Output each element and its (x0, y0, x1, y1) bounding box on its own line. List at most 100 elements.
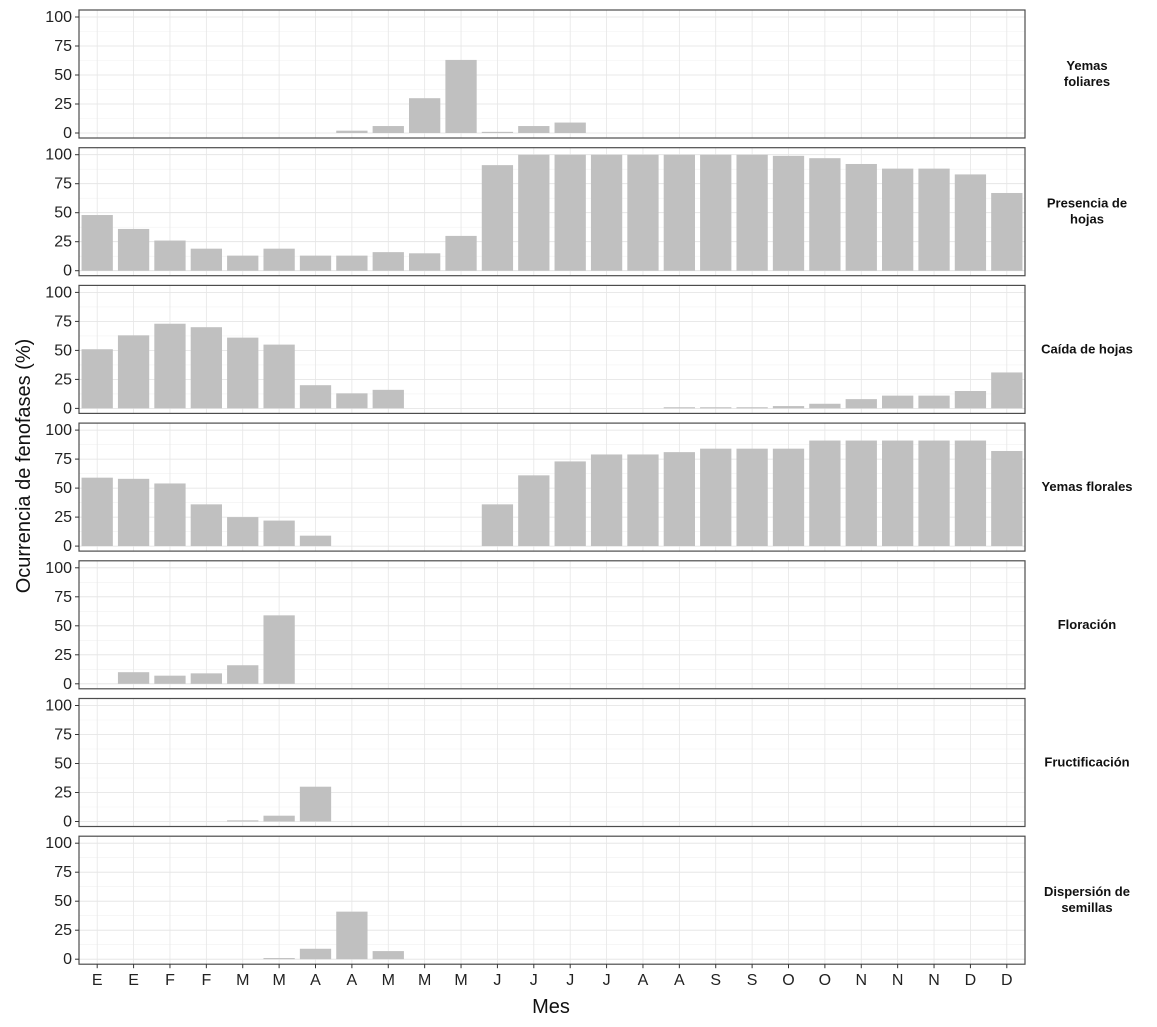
facet-label: Caída de hojas (1041, 341, 1133, 356)
bar (845, 163, 877, 271)
facet-panel: 0 25 50 75 100 Yemas florales (45, 422, 1132, 555)
y-tick-label: 0 (63, 125, 72, 142)
y-tick-label: 25 (54, 647, 72, 664)
bar (518, 475, 550, 547)
y-tick-label: 75 (54, 864, 72, 881)
y-tick-label: 25 (54, 96, 72, 113)
bar (590, 454, 623, 547)
bar (409, 98, 441, 133)
x-tick-label: D (965, 972, 977, 989)
bar (772, 448, 805, 547)
panel-border (78, 147, 1026, 277)
bar (700, 407, 732, 409)
facet-label: Yemas foliares (1064, 58, 1110, 89)
bar (627, 454, 659, 547)
y-tick-label: 75 (54, 38, 72, 55)
bar (190, 327, 222, 409)
y-tick-label: 0 (63, 538, 72, 555)
facet-panel: 0 25 50 75 100 Dispersión de semillas (45, 835, 1130, 968)
bar (299, 948, 332, 960)
facet-label: Presencia de hojas (1047, 196, 1127, 227)
bar (481, 504, 514, 547)
bar (554, 461, 586, 547)
x-tick-label: J (530, 972, 538, 989)
y-tick-label: 75 (54, 176, 72, 193)
bar (809, 158, 841, 271)
bar (663, 407, 695, 409)
bar (263, 344, 295, 409)
bar (227, 337, 259, 409)
bar (190, 673, 222, 684)
bar (154, 675, 186, 684)
bar (336, 911, 368, 960)
bar (227, 820, 259, 822)
y-tick-label: 75 (54, 451, 72, 468)
x-tick-label: M (454, 972, 467, 989)
bar (954, 440, 987, 547)
x-tick-label: A (310, 972, 321, 989)
bar (736, 448, 768, 547)
y-tick-label: 100 (45, 835, 72, 852)
bar (190, 504, 222, 547)
bar (590, 154, 623, 271)
bar (772, 155, 805, 271)
bar (299, 535, 332, 547)
y-tick-label: 0 (63, 263, 72, 280)
x-tick-label: M (382, 972, 395, 989)
bar (227, 665, 259, 684)
bar (554, 122, 586, 133)
x-tick-label: N (928, 972, 940, 989)
x-tick-label: O (782, 972, 794, 989)
bar (299, 255, 332, 271)
facet-label: Yemas florales (1041, 479, 1132, 494)
y-tick-label: 50 (54, 480, 72, 497)
y-tick-label: 50 (54, 342, 72, 359)
x-tick-label: J (493, 972, 501, 989)
bar (117, 478, 150, 547)
bar (991, 450, 1023, 547)
y-tick-label: 100 (45, 698, 72, 715)
y-tick-label: 0 (63, 676, 72, 693)
bar (663, 452, 695, 547)
bar (154, 483, 186, 547)
panel-border (78, 422, 1026, 552)
panel-border (78, 9, 1026, 139)
y-axis-title: Ocurrencia de fenofases (%) (13, 339, 35, 594)
bar (372, 126, 404, 133)
bar (554, 154, 586, 271)
x-tick-label: N (892, 972, 904, 989)
x-tick-label: J (603, 972, 611, 989)
bar (882, 395, 914, 409)
bar (518, 154, 550, 271)
bar (336, 255, 368, 271)
bar (263, 615, 295, 684)
y-tick-label: 25 (54, 371, 72, 388)
y-tick-label: 25 (54, 509, 72, 526)
bar (772, 406, 805, 409)
x-tick-label: M (236, 972, 249, 989)
bar (372, 389, 404, 409)
y-tick-label: 100 (45, 9, 72, 26)
facet-panel: 0 25 50 75 100 Fructificación (45, 698, 1129, 831)
x-tick-label: E (92, 972, 103, 989)
bar (736, 407, 768, 409)
y-tick-label: 25 (54, 234, 72, 251)
bar (991, 372, 1023, 409)
y-tick-label: 25 (54, 785, 72, 802)
bar (882, 168, 914, 271)
bar (81, 215, 113, 271)
bar (336, 130, 368, 133)
y-tick-label: 50 (54, 67, 72, 84)
bar (409, 253, 441, 271)
bar (227, 517, 259, 547)
y-tick-label: 0 (63, 400, 72, 417)
x-tick-label: O (819, 972, 831, 989)
bar (518, 126, 550, 133)
bar (481, 131, 514, 133)
bar (81, 477, 113, 547)
bar (663, 154, 695, 271)
panel-border (78, 284, 1026, 414)
x-tick-label: N (855, 972, 867, 989)
bar (154, 323, 186, 409)
bar (117, 228, 150, 271)
